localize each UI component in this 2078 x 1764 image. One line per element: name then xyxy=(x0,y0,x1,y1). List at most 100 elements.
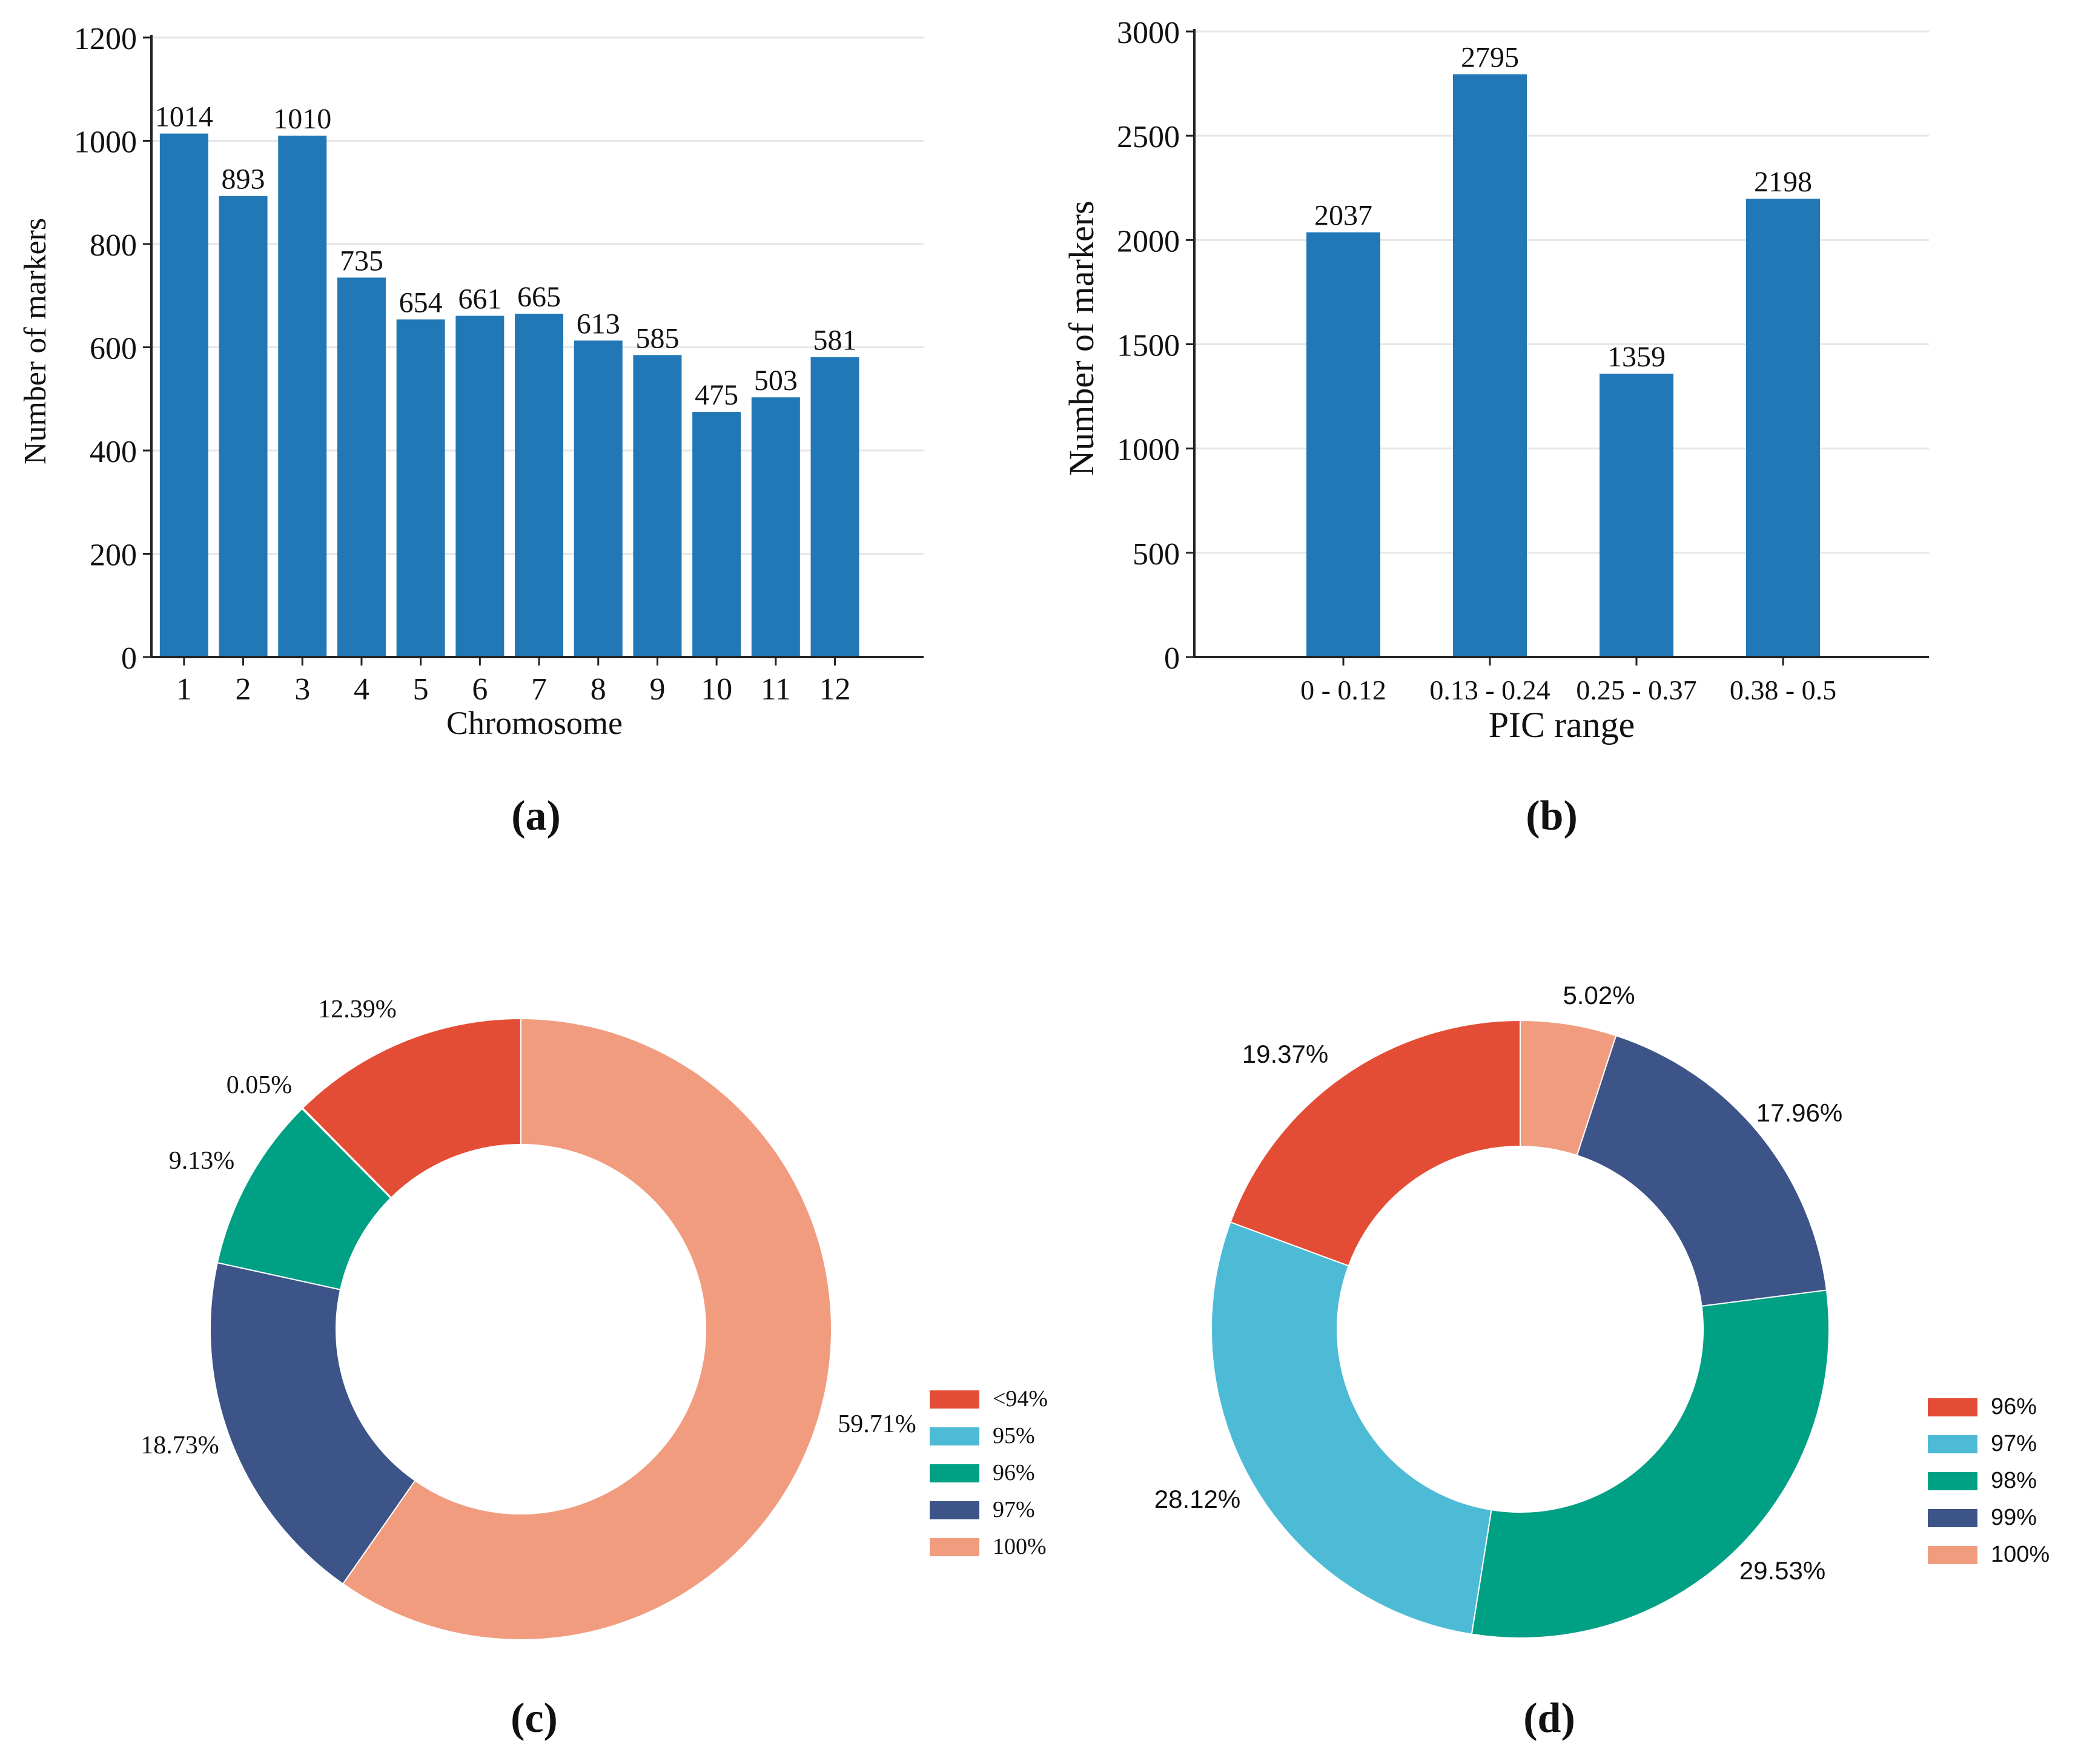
legend-swatch xyxy=(930,1464,979,1482)
bar-value-label: 1359 xyxy=(1607,341,1666,373)
slice-100pct xyxy=(342,1017,832,1640)
legend-label: 97% xyxy=(1991,1431,2037,1456)
x-tick-label: 5 xyxy=(413,672,429,707)
slice-label: 12.39% xyxy=(318,996,397,1023)
slice-label: 19.37% xyxy=(1242,1040,1328,1068)
slice-97pct xyxy=(1211,1221,1492,1635)
x-tick-label: 8 xyxy=(591,672,606,707)
slice-98pct xyxy=(1471,1289,1830,1639)
bar-value-label: 661 xyxy=(458,283,501,315)
x-tick-label: 11 xyxy=(761,672,791,707)
y-tick-label: 600 xyxy=(90,332,137,366)
slice-label: 28.12% xyxy=(1154,1485,1240,1513)
bar-2 xyxy=(219,196,268,657)
x-tick-label: 4 xyxy=(354,672,369,707)
slice-96pct xyxy=(216,1108,392,1290)
x-tick-label: 12 xyxy=(819,672,851,707)
legend-swatch xyxy=(1928,1546,1977,1564)
bar-0.38 - 0.5 xyxy=(1746,199,1820,657)
slice-label: 17.96% xyxy=(1756,1098,1842,1127)
y-tick-label: 500 xyxy=(1133,537,1180,572)
bar-1 xyxy=(159,133,208,657)
y-tick-label: 2500 xyxy=(1117,120,1180,154)
donut-chart-d: 19.37% 28.12% 29.53% 17.96% 5.02% 96% 97% 98% 99… xyxy=(1154,981,2050,1742)
y-tick-label: 1000 xyxy=(74,125,137,160)
bar-value-label: 2795 xyxy=(1461,42,1519,74)
legend-swatch xyxy=(1928,1472,1977,1490)
bar-9 xyxy=(633,355,682,657)
legend-label: <94% xyxy=(993,1386,1048,1412)
x-tick-label: 3 xyxy=(294,672,310,707)
bar-0.25 - 0.37 xyxy=(1600,374,1673,657)
legend-swatch xyxy=(1928,1435,1977,1453)
slice-lt94pct xyxy=(302,1017,521,1199)
y-axis-label: Number of markers xyxy=(1062,200,1101,475)
bar-value-label: 1014 xyxy=(155,101,213,133)
x-tick-label: 0.38 - 0.5 xyxy=(1730,675,1836,705)
legend: <94% 95% 96% 97% 100% xyxy=(930,1386,1048,1559)
legend-swatch xyxy=(930,1538,979,1556)
y-tick-label: 200 xyxy=(90,538,137,573)
slice-97pct xyxy=(210,1262,416,1585)
legend-label: 96% xyxy=(993,1460,1035,1485)
x-tick-label: 6 xyxy=(472,672,488,707)
legend-swatch xyxy=(930,1501,979,1519)
bar-value-label: 581 xyxy=(813,325,857,357)
legend-swatch xyxy=(930,1427,979,1445)
bar-3 xyxy=(278,135,327,658)
y-tick-label: 0 xyxy=(121,641,137,676)
x-tick-label: 2 xyxy=(236,672,251,707)
x-tick-label: 0.13 - 0.24 xyxy=(1429,675,1550,705)
donut-chart-c: 12.39% 0.05% 9.13% 18.73% 59.71% <94% 95% 96% 97… xyxy=(141,996,1048,1742)
slice-label: 0.05% xyxy=(227,1071,293,1099)
bar-0.13 - 0.24 xyxy=(1453,74,1527,658)
legend: 96% 97% 98% 99% 100% xyxy=(1928,1394,2050,1567)
y-tick-label: 1000 xyxy=(1117,433,1180,467)
panel-label: (a) xyxy=(511,793,561,839)
x-tick-label: 0.25 - 0.37 xyxy=(1576,675,1696,705)
bar-4 xyxy=(337,277,386,658)
slice-100pct xyxy=(1520,1019,1617,1157)
slice-label: 59.71% xyxy=(838,1410,916,1438)
bar-12 xyxy=(810,357,859,657)
y-tick-label: 2000 xyxy=(1117,224,1180,259)
bar-chart-b: 0 500 1000 1500 2000 2500 3000 2037 0 - 0.12 2795… xyxy=(1062,16,1929,839)
bar-value-label: 613 xyxy=(577,308,620,340)
bar-7 xyxy=(515,314,564,657)
bar-value-label: 1010 xyxy=(273,103,331,135)
legend-label: 95% xyxy=(993,1423,1035,1449)
y-tick-label: 400 xyxy=(90,435,137,469)
x-tick-label: 9 xyxy=(649,672,665,707)
bar-5 xyxy=(396,319,445,657)
bar-value-label: 665 xyxy=(517,281,561,313)
legend-label: 96% xyxy=(1991,1394,2037,1419)
bar-0 - 0.12 xyxy=(1306,232,1380,657)
slice-label: 5.02% xyxy=(1563,981,1635,1009)
legend-label: 99% xyxy=(1991,1505,2037,1530)
legend-swatch xyxy=(1928,1509,1977,1527)
bar-value-label: 2198 xyxy=(1754,166,1812,198)
bar-value-label: 2037 xyxy=(1314,200,1372,232)
legend-swatch xyxy=(1928,1398,1977,1416)
y-tick-label: 3000 xyxy=(1117,16,1180,50)
slice-label: 29.53% xyxy=(1739,1556,1825,1585)
bar-11 xyxy=(751,397,800,657)
x-tick-label: 7 xyxy=(531,672,547,707)
panel-label: (c) xyxy=(511,1695,558,1742)
bar-6 xyxy=(455,315,505,657)
bar-value-label: 893 xyxy=(222,164,265,196)
slice-label: 9.13% xyxy=(169,1147,235,1175)
y-tick-label: 800 xyxy=(90,228,137,263)
bar-value-label: 475 xyxy=(695,379,738,411)
legend-label: 97% xyxy=(993,1497,1035,1522)
legend-label: 98% xyxy=(1991,1468,2037,1493)
bar-value-label: 585 xyxy=(635,322,679,354)
panel-label: (d) xyxy=(1523,1695,1575,1742)
x-axis-label: Chromosome xyxy=(446,705,623,741)
bar-value-label: 735 xyxy=(340,245,383,277)
y-tick-label: 1200 xyxy=(74,22,137,56)
bar-chart-a: 0 200 400 600 800 1000 1200 1014 1 893 2 1010 3 735 4 6… xyxy=(18,22,924,839)
bar-value-label: 503 xyxy=(754,365,798,397)
y-tick-label: 1500 xyxy=(1117,329,1180,363)
bar-value-label: 654 xyxy=(399,286,443,319)
